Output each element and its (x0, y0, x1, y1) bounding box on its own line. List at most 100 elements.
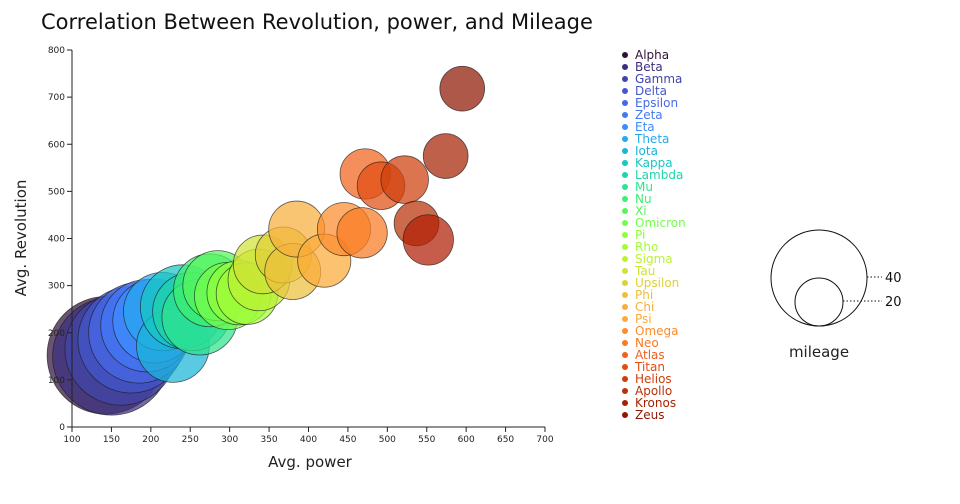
legend[interactable]: AlphaBetaGammaDeltaEpsilonZetaEtaThetaIo… (622, 48, 686, 422)
legend-item-neo[interactable]: Neo (622, 336, 659, 350)
y-tick-label: 700 (48, 93, 65, 103)
legend-label: Delta (635, 84, 667, 98)
legend-label: Iota (635, 144, 658, 158)
legend-item-xi[interactable]: Xi (622, 204, 647, 218)
legend-label: Zeus (635, 408, 664, 422)
legend-item-psi[interactable]: Psi (622, 312, 652, 326)
legend-label: Apollo (635, 384, 672, 398)
bubble-kronos-29[interactable] (422, 133, 469, 179)
legend-marker (622, 112, 628, 118)
x-axis-title: Avg. power (268, 453, 353, 471)
chart-title: Correlation Between Revolution, power, a… (41, 10, 593, 34)
legend-item-omicron[interactable]: Omicron (622, 216, 686, 230)
x-tick-label: 700 (536, 435, 553, 445)
legend-item-iota[interactable]: Iota (622, 144, 658, 158)
legend-marker (622, 340, 628, 346)
x-tick-label: 600 (458, 435, 475, 445)
legend-item-lambda[interactable]: Lambda (622, 168, 683, 182)
legend-label: Atlas (635, 348, 665, 362)
legend-item-chi[interactable]: Chi (622, 300, 654, 314)
legend-marker (622, 244, 628, 250)
size-legend-circle (794, 277, 844, 327)
legend-marker (622, 232, 628, 238)
legend-item-phi[interactable]: Phi (622, 288, 653, 302)
legend-item-helios[interactable]: Helios (622, 372, 672, 386)
y-tick-label: 800 (48, 46, 65, 56)
legend-marker (622, 268, 628, 274)
legend-marker (622, 88, 628, 94)
legend-marker (622, 196, 628, 202)
legend-label: Lambda (635, 168, 683, 182)
bubble-zeus-31[interactable] (402, 214, 454, 266)
legend-item-titan[interactable]: Titan (622, 360, 665, 374)
x-tick-label: 150 (103, 435, 120, 445)
legend-item-omega[interactable]: Omega (622, 324, 679, 338)
legend-item-eta[interactable]: Eta (622, 120, 655, 134)
y-tick-label: 100 (48, 376, 65, 386)
legend-item-sigma[interactable]: Sigma (622, 252, 673, 266)
legend-label: Psi (635, 312, 652, 326)
legend-label: Kronos (635, 396, 676, 410)
legend-marker (622, 76, 628, 82)
legend-item-mu[interactable]: Mu (622, 180, 653, 194)
legend-marker (622, 52, 628, 58)
legend-marker (622, 304, 628, 310)
legend-item-theta[interactable]: Theta (622, 132, 669, 146)
bubble-zeus-30[interactable] (439, 65, 486, 112)
legend-marker (622, 364, 628, 370)
legend-item-kronos[interactable]: Kronos (622, 396, 676, 410)
legend-item-upsilon[interactable]: Upsilon (622, 276, 679, 290)
y-tick-label: 600 (48, 140, 65, 150)
legend-item-apollo[interactable]: Apollo (622, 384, 672, 398)
legend-item-gamma[interactable]: Gamma (622, 72, 682, 86)
x-tick-label: 250 (182, 435, 199, 445)
bubble-neo-24[interactable] (336, 207, 388, 259)
legend-marker (622, 160, 628, 166)
x-tick-label: 450 (339, 435, 356, 445)
legend-marker (622, 220, 628, 226)
legend-item-zeus[interactable]: Zeus (622, 408, 664, 422)
size-legend-title: mileage (789, 343, 849, 361)
legend-item-rho[interactable]: Rho (622, 240, 658, 254)
x-tick-label: 350 (260, 435, 277, 445)
size-legend: 40 20 mileage (770, 229, 902, 361)
legend-item-nu[interactable]: Nu (622, 192, 652, 206)
y-axis-title: Avg. Revolution (12, 180, 30, 297)
legend-label: Tau (634, 264, 655, 278)
legend-label: Xi (635, 204, 647, 218)
legend-item-kappa[interactable]: Kappa (622, 156, 673, 170)
legend-label: Omicron (635, 216, 686, 230)
legend-item-epsilon[interactable]: Epsilon (622, 96, 678, 110)
legend-label: Omega (635, 324, 679, 338)
y-tick-label: 500 (48, 187, 65, 197)
legend-marker (622, 376, 628, 382)
legend-marker (622, 352, 628, 358)
legend-label: Upsilon (635, 276, 679, 290)
legend-item-beta[interactable]: Beta (622, 60, 663, 74)
legend-label: Pi (635, 228, 645, 242)
legend-item-atlas[interactable]: Atlas (622, 348, 665, 362)
legend-item-zeta[interactable]: Zeta (622, 108, 663, 122)
legend-item-tau[interactable]: Tau (622, 264, 655, 278)
legend-label: Theta (634, 132, 669, 146)
bubble-helios-27[interactable] (380, 155, 429, 204)
legend-marker (622, 124, 628, 130)
legend-item-delta[interactable]: Delta (622, 84, 667, 98)
y-tick-label: 0 (59, 423, 65, 433)
legend-item-alpha[interactable]: Alpha (622, 48, 669, 62)
legend-label: Alpha (635, 48, 669, 62)
x-tick-label: 400 (300, 435, 317, 445)
plot-area (46, 65, 486, 416)
legend-marker (622, 64, 628, 70)
legend-marker (622, 388, 628, 394)
legend-label: Phi (635, 288, 653, 302)
legend-marker (622, 100, 628, 106)
legend-label: Mu (635, 180, 653, 194)
legend-label: Titan (634, 360, 665, 374)
x-tick-label: 100 (63, 435, 80, 445)
y-tick-label: 300 (48, 282, 65, 292)
legend-label: Rho (635, 240, 658, 254)
legend-item-pi[interactable]: Pi (622, 228, 645, 242)
